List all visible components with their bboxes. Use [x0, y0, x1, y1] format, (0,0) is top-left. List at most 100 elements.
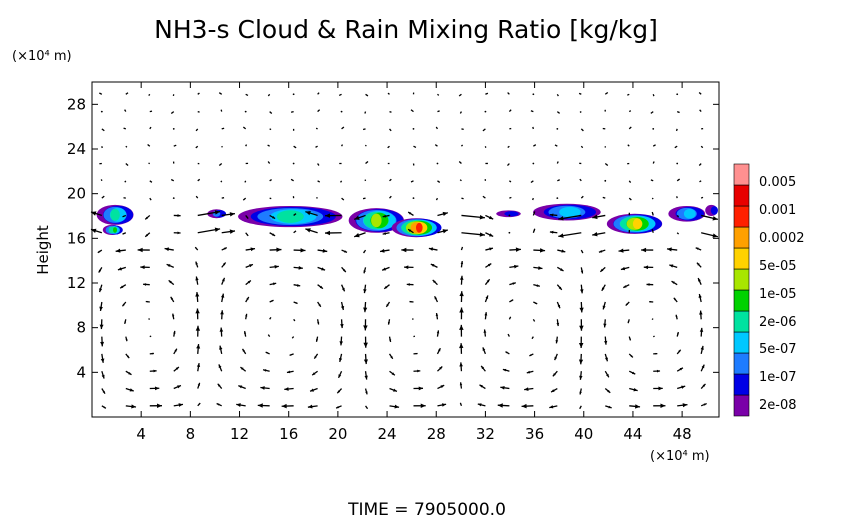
wind-arrow: [236, 403, 246, 407]
wind-arrow: [604, 336, 608, 345]
wind-arrow: [197, 162, 200, 165]
legend-swatch: [733, 163, 750, 186]
x-tick-label: 44: [623, 425, 642, 443]
wind-arrow: [628, 353, 634, 358]
wind-arrow: [579, 371, 583, 380]
wind-arrow: [196, 343, 201, 354]
wind-arrow: [460, 246, 464, 251]
wind-arrow: [701, 127, 704, 130]
wind-arrow: [432, 279, 438, 286]
wind-arrow: [340, 301, 345, 311]
wind-arrow: [364, 388, 368, 395]
wind-arrow: [556, 319, 560, 327]
wind-arrow: [532, 318, 536, 322]
wind-arrow: [700, 383, 706, 389]
wind-arrow: [458, 161, 462, 164]
wind-arrow: [340, 319, 344, 329]
x-tick-label: 20: [328, 425, 347, 443]
wind-arrow: [145, 300, 150, 303]
wind-arrow: [101, 195, 105, 199]
wind-arrow: [505, 351, 510, 355]
wind-arrow: [365, 405, 369, 410]
wind-dot: [412, 127, 415, 130]
wind-arrow: [363, 301, 368, 313]
wind-arrow: [460, 144, 464, 147]
wind-arrow: [195, 308, 200, 320]
wind-arrow: [221, 127, 225, 130]
wind-arrow: [173, 231, 181, 235]
x-tick-label: 32: [476, 425, 495, 443]
wind-arrow: [267, 93, 271, 97]
wind-arrow: [509, 196, 512, 199]
wind-arrow: [173, 330, 176, 337]
wind-arrow: [410, 180, 414, 183]
cloud-contour: [683, 208, 696, 219]
wind-arrow: [413, 386, 424, 391]
wind-arrow: [502, 368, 510, 372]
wind-arrow: [168, 279, 175, 286]
wind-arrow: [216, 402, 222, 407]
wind-arrow: [170, 296, 175, 303]
wind-arrow: [413, 145, 417, 149]
wind-arrow: [601, 284, 606, 292]
wind-arrow: [317, 163, 320, 166]
wind-arrow: [628, 336, 632, 341]
wind-arrow: [149, 126, 152, 130]
wind-arrow: [412, 92, 415, 95]
wind-arrow: [533, 301, 538, 305]
wind-arrow: [148, 318, 151, 320]
x-tick-label: 8: [186, 425, 196, 443]
wind-arrow: [170, 178, 175, 182]
legend-swatch: [733, 289, 750, 312]
wind-arrow: [699, 180, 702, 183]
cloud-contour: [276, 210, 304, 223]
wind-arrow: [97, 249, 103, 254]
wind-arrow: [265, 351, 270, 355]
wind-arrow: [700, 364, 705, 372]
wind-dot: [484, 110, 487, 113]
wind-arrow: [245, 144, 248, 147]
wind-arrow: [461, 214, 485, 220]
wind-arrow: [407, 211, 414, 216]
wind-arrow: [387, 145, 390, 149]
wind-arrow: [124, 180, 127, 183]
wind-arrow: [341, 266, 347, 273]
wind-arrow: [674, 145, 678, 149]
wind-arrow: [292, 128, 295, 131]
wind-arrow: [699, 327, 704, 337]
wind-arrow: [195, 291, 200, 303]
wind-arrow: [699, 109, 702, 113]
wind-arrow: [676, 178, 681, 182]
wind-arrow: [293, 248, 306, 253]
wind-arrow: [293, 230, 297, 234]
wind-arrow: [148, 162, 150, 165]
wind-arrow: [437, 211, 449, 217]
wind-arrow: [413, 403, 426, 409]
wind-arrow: [293, 265, 303, 270]
wind-arrow: [101, 128, 105, 132]
wind-arrow: [144, 232, 151, 238]
wind-arrow: [483, 329, 487, 337]
wind-arrow: [653, 403, 666, 409]
wind-dot: [508, 214, 511, 217]
wind-arrow: [533, 144, 537, 147]
wind-arrow: [125, 92, 129, 95]
wind-arrow: [436, 330, 440, 337]
wind-arrow: [556, 301, 561, 309]
wind-arrow: [244, 180, 247, 183]
wind-arrow: [241, 348, 247, 355]
wind-arrow: [413, 335, 416, 338]
x-tick-label: 40: [574, 425, 593, 443]
wind-arrow: [404, 265, 414, 270]
wind-arrow: [125, 404, 137, 409]
wind-arrow: [676, 214, 680, 218]
wind-arrow: [220, 293, 225, 303]
wind-arrow: [507, 163, 510, 166]
wind-arrow: [267, 161, 271, 164]
wind-dot: [412, 197, 415, 200]
wind-arrow: [533, 266, 543, 270]
wind-arrow: [676, 196, 678, 199]
wind-arrow: [521, 403, 534, 409]
wind-arrow: [459, 382, 463, 389]
wind-arrow: [580, 267, 584, 274]
